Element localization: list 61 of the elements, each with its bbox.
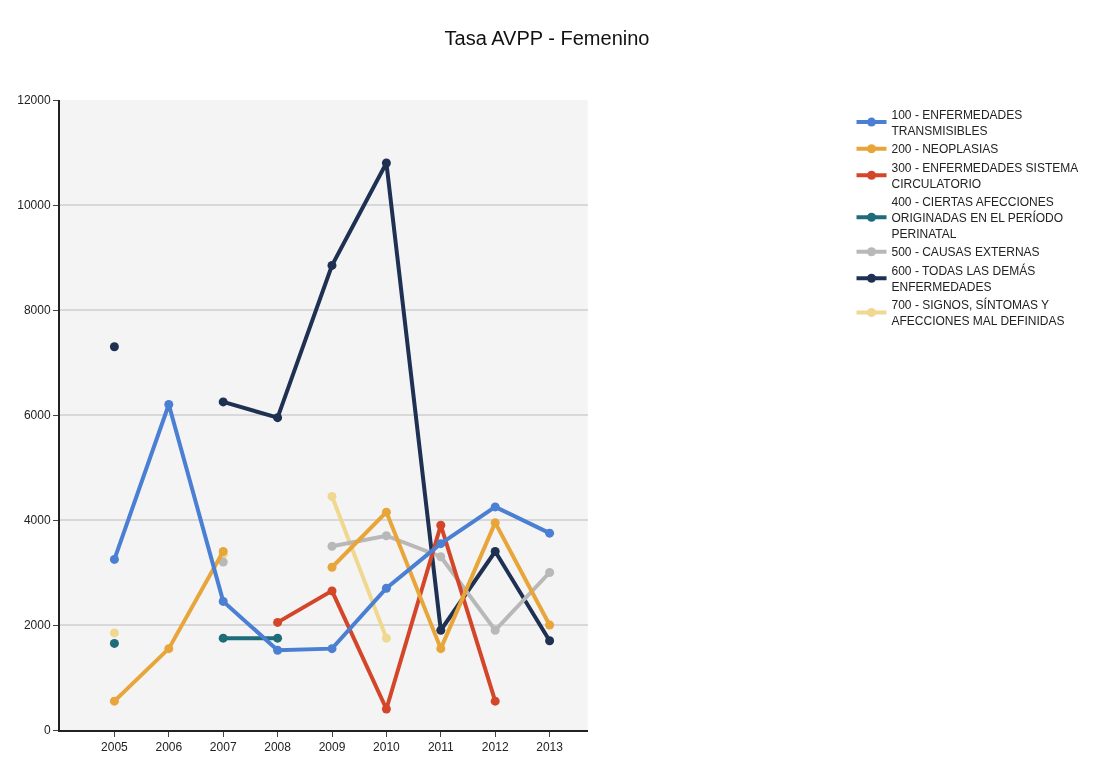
point [327, 644, 337, 654]
point [436, 539, 446, 549]
y-tick-label: 4000 [23, 513, 51, 528]
x-tick-label: 2011 [427, 740, 455, 755]
x-tick-label: 2005 [101, 740, 129, 755]
y-tick-label: 8000 [23, 303, 51, 318]
point [273, 633, 283, 643]
point [545, 620, 555, 630]
point [545, 636, 555, 646]
x-tick-label: 2009 [318, 740, 346, 755]
legend-label: 600 - TODAS LAS DEMÁS ENFERMEDADES [891, 263, 1036, 294]
point [218, 596, 228, 606]
legend-label: 400 - CIERTAS AFECCIONES ORIGINADAS EN EL PERÍODO PERINATAL [891, 195, 1064, 241]
y-tick-label: 0 [43, 723, 51, 738]
x-tick-label: 2006 [155, 740, 183, 755]
point [164, 400, 174, 409]
point [164, 644, 174, 654]
point [436, 625, 446, 635]
point [381, 633, 391, 643]
point [218, 397, 228, 407]
point [545, 568, 555, 577]
legend-label: 300 - ENFERMEDADES SISTEMA CIRCULATORIO [891, 161, 1079, 191]
point [273, 645, 283, 655]
point [490, 502, 500, 512]
x-tick-label: 2013 [536, 740, 564, 755]
point [327, 491, 337, 501]
x-tick-label: 2010 [373, 740, 401, 755]
chart-title: Tasa AVPP - Femenino [444, 27, 650, 50]
point [490, 625, 500, 635]
point [436, 644, 446, 654]
point [327, 260, 337, 270]
point [436, 520, 446, 530]
point [327, 562, 337, 572]
point [109, 554, 119, 564]
point [381, 704, 391, 714]
point [381, 583, 391, 593]
point [109, 696, 119, 706]
point [273, 413, 283, 423]
legend-label: 500 - CAUSAS EXTERNAS [891, 245, 1040, 260]
y-tick-label: 12000 [17, 93, 51, 108]
y-tick-label: 10000 [17, 198, 51, 213]
point [327, 586, 337, 596]
point [327, 541, 337, 551]
x-tick-label: 2008 [264, 740, 292, 755]
x-tick-label: 2007 [209, 740, 237, 755]
point [381, 531, 391, 541]
point [490, 547, 500, 556]
x-tick-label: 2012 [481, 740, 509, 755]
legend-label: 100 - ENFERMEDADES TRANSMISIBLES [891, 107, 1023, 138]
y-tick-label: 6000 [23, 408, 51, 423]
legend-label: 700 - SIGNOS, SÍNTOMAS Y AFECCIONES MAL DEFINIDAS [891, 297, 1065, 328]
point [490, 518, 500, 528]
point [381, 158, 391, 168]
point [381, 507, 391, 517]
point [273, 617, 283, 627]
point [545, 528, 555, 538]
y-tick-label: 2000 [23, 618, 51, 633]
legend-label: 200 - NEOPLASIAS [891, 142, 999, 157]
point [218, 633, 228, 643]
point [436, 552, 446, 562]
point [490, 696, 500, 706]
